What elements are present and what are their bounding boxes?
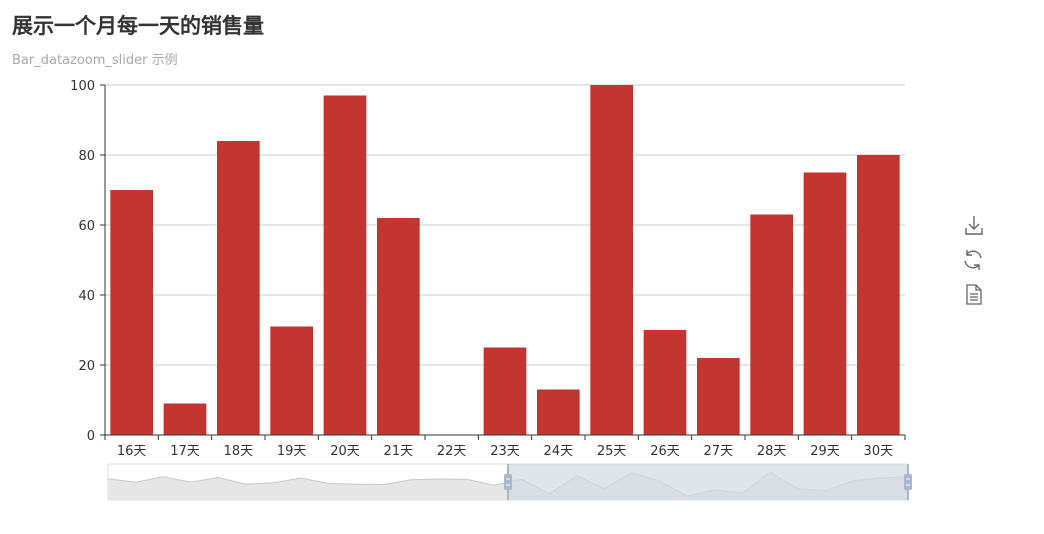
- download-icon-path: [965, 216, 983, 235]
- bar[interactable]: [323, 95, 367, 436]
- datazoom-slider: [107, 463, 912, 501]
- x-tick-label: 23天: [490, 444, 520, 459]
- download-icon[interactable]: [965, 216, 983, 235]
- document-icon-path: [966, 284, 982, 305]
- bar[interactable]: [857, 155, 900, 435]
- chart-title: 展示一个月每一天的销售量: [12, 14, 264, 38]
- slider-start-handle[interactable]: [504, 474, 512, 490]
- x-tick-label: 22天: [437, 444, 467, 459]
- x-tick-label: 20天: [330, 444, 360, 459]
- bar[interactable]: [377, 218, 420, 435]
- y-tick-label: 100: [70, 79, 95, 94]
- y-tick-label: 60: [78, 219, 95, 234]
- x-tick-label: 27天: [704, 444, 734, 459]
- document-icon[interactable]: [966, 284, 982, 305]
- y-tick-label: 20: [78, 359, 95, 374]
- bar[interactable]: [483, 347, 527, 436]
- bar-series: [110, 85, 900, 436]
- bar[interactable]: [803, 172, 847, 436]
- y-tick-label: 0: [87, 429, 95, 444]
- refresh-icon-arrows: [966, 250, 980, 270]
- bar[interactable]: [643, 330, 687, 435]
- x-tick-label: 16天: [117, 444, 147, 459]
- bar[interactable]: [217, 141, 260, 435]
- refresh-icon-path: [964, 250, 982, 269]
- x-tick-label: 30天: [864, 444, 894, 459]
- x-tick-label: 28天: [757, 444, 787, 459]
- bar[interactable]: [697, 358, 740, 435]
- slider-selected-range[interactable]: [508, 464, 908, 500]
- axes: 0 20 40 60 80 100 16天 17天 18天 19天 20天 21天 22天 23天 24天 2…: [70, 79, 906, 459]
- bar[interactable]: [110, 190, 153, 435]
- x-tick-label: 26天: [650, 444, 680, 459]
- x-tick-label: 18天: [224, 444, 254, 459]
- bar[interactable]: [590, 85, 633, 435]
- refresh-icon[interactable]: [964, 250, 982, 270]
- y-tick-label: 80: [78, 149, 95, 164]
- bar[interactable]: [270, 326, 313, 436]
- x-tick-label: 29天: [810, 444, 840, 459]
- bar[interactable]: [537, 389, 580, 436]
- y-tick-label: 40: [78, 289, 95, 304]
- bar[interactable]: [163, 403, 207, 436]
- chart-subtitle: Bar_datazoom_slider 示例: [12, 53, 178, 68]
- x-tick-label: 25天: [597, 444, 627, 459]
- slider-end-handle[interactable]: [904, 474, 912, 490]
- x-tick-label: 24天: [544, 444, 574, 459]
- toolbox: [964, 216, 983, 305]
- x-tick-label: 17天: [170, 444, 200, 459]
- x-tick-label: 19天: [277, 444, 307, 459]
- x-tick-label: 21天: [384, 444, 414, 459]
- bar[interactable]: [750, 214, 793, 436]
